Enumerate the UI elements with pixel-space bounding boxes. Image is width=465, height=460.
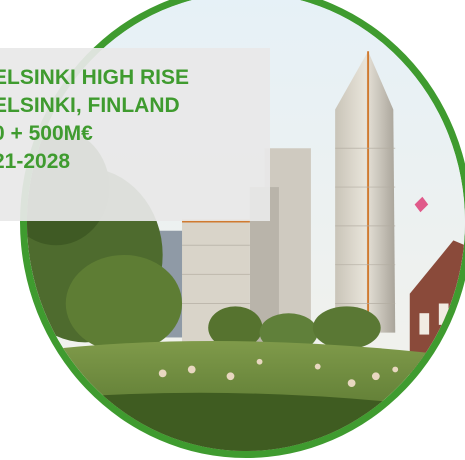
project-value: 0 + 500M€	[0, 122, 93, 145]
main-tower	[335, 51, 396, 333]
project-years: 21-2028	[0, 150, 71, 173]
project-location: ELSINKI, FINLAND	[0, 94, 180, 117]
project-title: ELSINKI HIGH RISE	[0, 66, 190, 89]
project-info-label: ELSINKI HIGH RISE ELSINKI, FINLAND 0 + 5…	[0, 48, 270, 221]
kite	[414, 196, 429, 213]
